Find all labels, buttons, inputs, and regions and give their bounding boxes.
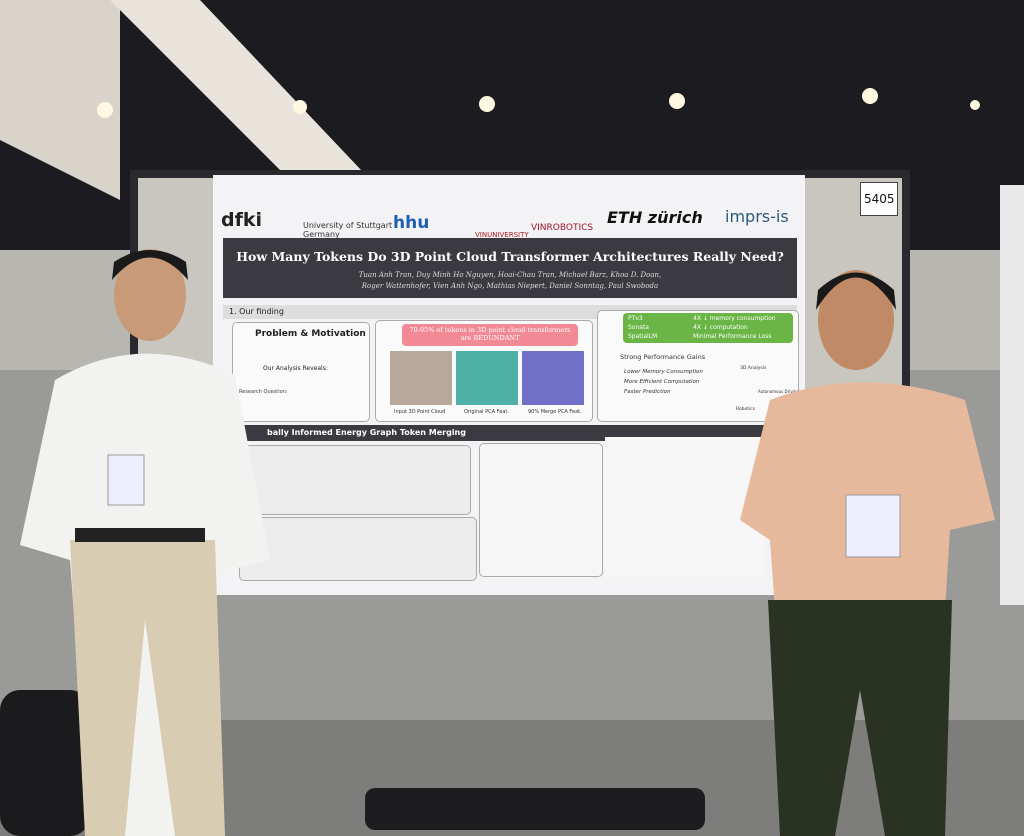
result: 4X ↓ computation <box>693 324 748 331</box>
algorithm-box <box>479 443 603 577</box>
banner: 70-95% of tokens in 3D point cloud trans… <box>402 324 578 346</box>
box-text: Research Question: <box>239 389 288 395</box>
poster: dfki University of Stuttgart Germany hhu… <box>213 175 805 595</box>
model: SpatialLM <box>628 333 658 340</box>
poster-tube <box>365 788 705 830</box>
logo: imprs-is <box>725 207 789 226</box>
result: Minimal Performance Loss <box>693 333 772 340</box>
result-banner: PTv3 Sonata SpatialLM 4X ↓ memory consum… <box>623 313 793 343</box>
gain: Faster Prediction <box>624 389 671 395</box>
caption: Original PCA Feat. <box>464 409 509 415</box>
image <box>456 351 518 405</box>
image <box>522 351 584 405</box>
person-left <box>20 249 270 836</box>
title-bar: How Many Tokens Do 3D Point Cloud Transf… <box>223 238 797 298</box>
person-right <box>740 270 995 836</box>
method-box <box>239 517 477 581</box>
banner-text: 70-95% of tokens in 3D point cloud trans… <box>409 326 571 342</box>
backpack <box>0 690 90 836</box>
gains-box: PTv3 Sonata SpatialLM 4X ↓ memory consum… <box>597 310 799 422</box>
wall <box>0 0 120 200</box>
gain: Lower Memory Consumption <box>624 369 703 375</box>
caption: 90% Merge PCA Feat. <box>528 409 582 415</box>
beam <box>110 0 380 190</box>
redundant-box: 70-95% of tokens in 3D point cloud trans… <box>375 320 593 422</box>
logo: hhu <box>393 213 430 233</box>
application: Autonomous Driving <box>758 389 799 394</box>
lights <box>97 88 980 118</box>
method-box <box>239 445 471 515</box>
gains-title: Strong Performance Gains <box>620 353 706 361</box>
box-title: Problem & Motivation <box>255 329 366 339</box>
poster-title: How Many Tokens Do 3D Point Cloud Transf… <box>236 249 784 264</box>
logo: dfki <box>221 209 263 231</box>
section-heading: 1. Our finding <box>229 307 284 316</box>
caption: Input 3D Point Cloud <box>394 409 446 415</box>
results-area <box>605 437 765 577</box>
logo: University of Stuttgart Germany <box>303 221 393 239</box>
box-text: Our Analysis Reveals: <box>263 365 328 372</box>
application: 3D Analysis <box>740 366 767 371</box>
application: Robotics <box>736 407 756 412</box>
logo: VINROBOTICS <box>531 223 594 233</box>
logo: ETH zürich <box>607 208 703 227</box>
authors: Roger Wattenhofer, Vien Anh Ngo, Mathias… <box>361 282 659 290</box>
problem-box: Problem & Motivation Our Analysis Reveal… <box>232 322 370 422</box>
authors: Tuan Anh Tran, Duy Minh Ho Nguyen, Hoai-… <box>358 271 662 279</box>
section-heading: bally Informed Energy Graph Token Mergin… <box>267 428 466 437</box>
gain: More Efficient Computation <box>624 379 700 385</box>
logo: VINUNIVERSITY <box>475 231 529 239</box>
poster-number: 5405 <box>864 192 895 206</box>
model: Sonata <box>628 324 649 331</box>
next-board <box>1000 185 1024 605</box>
image <box>390 351 452 405</box>
number-box: 5405 <box>860 182 898 216</box>
model: PTv3 <box>628 315 643 322</box>
result: 4X ↓ memory consumption <box>693 315 776 322</box>
